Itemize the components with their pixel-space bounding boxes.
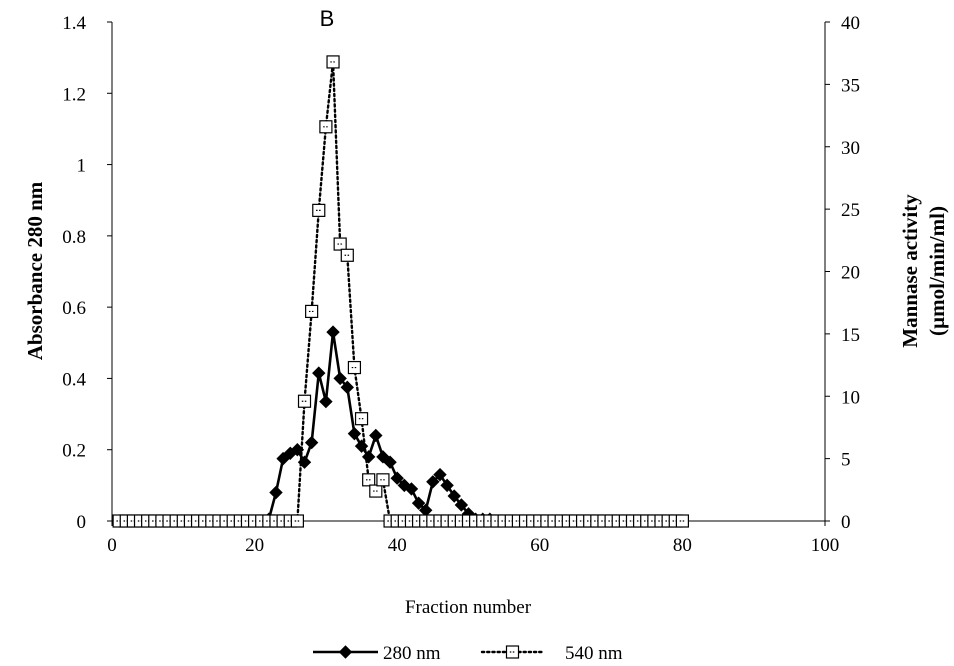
data-point [333, 371, 347, 386]
y-left-tick-label: 0.8 [62, 227, 86, 248]
marker-square [505, 645, 520, 659]
y-left-tick-label: 0.6 [62, 298, 86, 319]
data-point [319, 120, 333, 134]
y-left-tick-label: 0.4 [62, 369, 86, 390]
marker-square [369, 484, 383, 498]
x-tick-label: 0 [107, 535, 117, 556]
x-tick-label: 20 [245, 535, 264, 556]
y-right-axis-title-line1: Mannase activity [898, 194, 922, 348]
marker-square [319, 120, 333, 134]
y-left-tick-label: 1 [77, 156, 87, 177]
data-point [411, 496, 426, 510]
x-tick-label: 40 [388, 535, 407, 556]
data-point [312, 203, 326, 217]
y-left-tick-label: 0.2 [62, 441, 86, 462]
marker-square [354, 412, 369, 426]
data-point [305, 304, 319, 319]
data-point [347, 426, 362, 441]
data-point [347, 360, 362, 375]
data-point [362, 473, 376, 487]
data-point [354, 412, 369, 426]
y-left-ticks: 0 0.2 0.4 0.6 0.8 1 1.2 1.4 [62, 13, 112, 533]
legend-label: 540 nm [565, 643, 623, 664]
data-point [383, 455, 397, 469]
data-point [290, 514, 304, 528]
series-line [117, 61, 684, 523]
data-point [326, 55, 340, 69]
x-tick-label: 80 [673, 535, 692, 556]
data-point [390, 471, 404, 485]
data-point [433, 467, 447, 482]
marker-square [305, 304, 319, 319]
marker-square [376, 473, 390, 487]
data-point [675, 514, 690, 528]
marker-square [290, 514, 304, 528]
series-line [119, 331, 683, 523]
data-point [340, 248, 354, 262]
marker-square [675, 514, 690, 528]
x-tick-label: 60 [530, 535, 549, 556]
y-right-tick-label: 10 [841, 387, 860, 408]
data-point [404, 482, 419, 496]
series-layer [112, 55, 690, 528]
y-right-ticks: 0 5 10 15 20 25 30 35 40 [825, 13, 860, 533]
x-axis-title: Fraction number [405, 597, 532, 618]
y-left-tick-label: 1.4 [62, 13, 86, 34]
y-left-axis-title: Absorbance 280 nm [23, 181, 47, 360]
x-tick-label: 100 [811, 535, 840, 556]
data-point [326, 325, 340, 339]
y-right-tick-label: 0 [841, 512, 851, 533]
y-right-tick-label: 5 [841, 450, 851, 471]
marker-square [326, 55, 340, 69]
legend-label: 280 nm [383, 643, 441, 664]
marker-square [362, 473, 376, 487]
axes [111, 22, 826, 522]
chart-title: B [320, 6, 335, 31]
data-point [304, 435, 319, 450]
data-point [333, 237, 347, 251]
data-point [369, 428, 383, 443]
data-point [297, 394, 312, 408]
data-point [376, 473, 390, 487]
data-point [319, 394, 333, 409]
y-left-tick-label: 1.2 [62, 84, 86, 105]
y-right-tick-label: 20 [841, 263, 860, 284]
data-point [312, 366, 326, 380]
marker-square [333, 237, 347, 251]
data-point [454, 498, 469, 512]
data-point [369, 484, 383, 498]
legend-item: 540 nm [480, 643, 623, 664]
marker-square [347, 360, 362, 375]
legend-item: 280 nm [313, 643, 441, 664]
marker-square [312, 203, 326, 217]
data-point [269, 485, 283, 500]
y-right-tick-label: 25 [841, 200, 860, 221]
data-point [447, 489, 461, 503]
legend-marker [338, 645, 353, 659]
data-point [340, 380, 354, 395]
y-right-tick-label: 15 [841, 325, 860, 346]
series-280-nm [112, 325, 690, 528]
series-540-nm [112, 55, 690, 528]
legend: 280 nm 540 nm [313, 643, 623, 664]
legend-marker [505, 645, 520, 659]
y-right-tick-label: 40 [841, 13, 860, 34]
y-right-tick-label: 35 [841, 75, 860, 96]
y-left-tick-label: 0 [77, 512, 87, 533]
data-point [440, 478, 454, 493]
y-right-axis-title-line2: (µmol/min/ml) [925, 206, 949, 336]
marker-square [340, 248, 354, 262]
data-point [426, 475, 440, 489]
marker-square [297, 394, 312, 408]
y-right-tick-label: 30 [841, 138, 860, 159]
